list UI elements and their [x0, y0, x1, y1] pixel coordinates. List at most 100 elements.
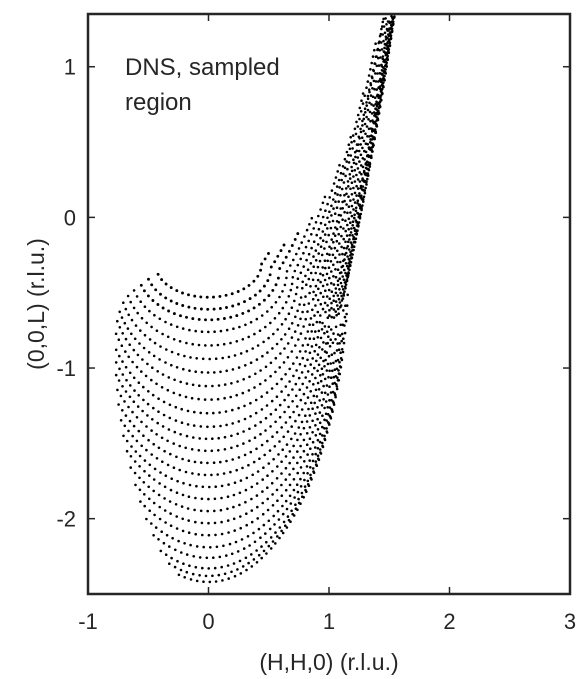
data-point [163, 485, 167, 489]
data-point [267, 294, 271, 298]
data-point [325, 252, 329, 256]
data-point [204, 574, 208, 578]
data-point [229, 470, 232, 474]
data-point [118, 310, 121, 314]
data-point [297, 376, 301, 380]
data-point [274, 531, 277, 534]
data-point [332, 403, 336, 406]
data-point [243, 404, 246, 408]
data-point [344, 319, 348, 323]
data-point [158, 358, 161, 361]
data-point [345, 247, 348, 250]
data-point [362, 139, 366, 143]
data-point [330, 238, 334, 241]
data-point [363, 107, 367, 110]
data-point [297, 497, 300, 501]
data-point [239, 572, 243, 575]
data-point [230, 552, 234, 556]
data-point [225, 423, 228, 427]
data-point [374, 42, 377, 45]
data-point [200, 330, 204, 334]
data-point [311, 278, 315, 282]
data-point [317, 227, 321, 231]
data-point [343, 193, 346, 197]
data-point [352, 158, 355, 161]
data-point [342, 181, 346, 184]
data-point [325, 272, 329, 276]
data-point [338, 242, 341, 245]
data-point [132, 289, 136, 292]
data-point [220, 496, 223, 500]
data-point [346, 211, 349, 215]
data-point [169, 452, 172, 456]
data-point [117, 379, 121, 382]
data-point [334, 325, 338, 329]
data-point [365, 125, 369, 128]
data-point [245, 512, 248, 515]
data-point [161, 332, 164, 336]
data-point [224, 293, 228, 297]
data-point [329, 376, 333, 380]
data-point [293, 299, 296, 303]
data-point [328, 314, 331, 317]
data-point [384, 60, 388, 64]
data-point [304, 274, 307, 278]
data-point [315, 464, 319, 468]
data-point [337, 221, 341, 224]
data-point [266, 351, 269, 354]
data-point [237, 302, 241, 306]
data-point [348, 233, 352, 237]
data-point [121, 373, 125, 376]
data-point [326, 413, 330, 416]
data-point [340, 271, 343, 274]
data-point [242, 547, 246, 550]
data-point [377, 86, 380, 90]
data-point [191, 383, 195, 387]
data-point [273, 523, 276, 526]
data-point [118, 367, 121, 371]
data-point [351, 249, 354, 252]
data-point [292, 514, 296, 517]
data-point [343, 157, 347, 161]
data-point [177, 539, 180, 543]
data-point [179, 314, 182, 318]
data-point [382, 77, 386, 81]
data-point [143, 305, 147, 309]
data-point [180, 421, 184, 425]
data-point [340, 234, 343, 238]
data-point [154, 526, 158, 529]
data-point [298, 303, 301, 306]
data-point [316, 417, 319, 421]
data-point [248, 439, 251, 443]
data-point [284, 524, 287, 527]
data-point [320, 367, 324, 371]
data-point [391, 20, 395, 23]
data-point [332, 207, 335, 210]
data-point [252, 460, 256, 464]
data-point [173, 378, 176, 382]
data-point [281, 448, 285, 452]
data-point [264, 416, 268, 420]
data-point [141, 409, 144, 413]
data-point [386, 20, 390, 23]
data-point [262, 340, 265, 344]
data-point [382, 50, 386, 53]
data-point [269, 321, 272, 325]
data-point [223, 435, 227, 439]
data-point [161, 425, 165, 428]
data-point [267, 336, 270, 340]
data-point [295, 483, 299, 487]
data-point [239, 352, 243, 355]
data-point [305, 432, 309, 435]
data-point [150, 283, 154, 287]
data-point [255, 317, 259, 321]
data-point [375, 64, 379, 68]
data-point [339, 351, 342, 355]
data-point [249, 415, 252, 418]
data-point [314, 460, 318, 463]
data-point [152, 478, 156, 481]
data-point [134, 324, 138, 327]
data-point [379, 56, 382, 59]
data-point [314, 284, 318, 288]
data-point [195, 545, 199, 548]
